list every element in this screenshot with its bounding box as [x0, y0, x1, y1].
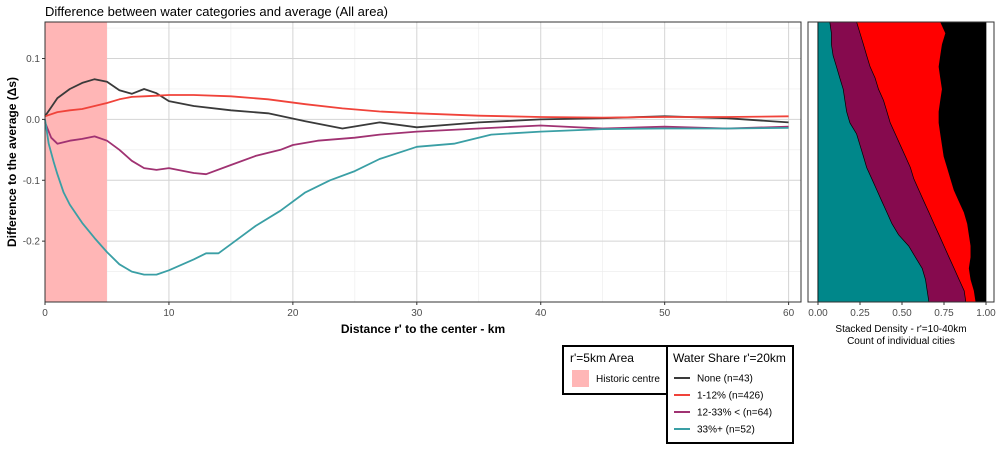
- x-tick-label: 0: [42, 308, 48, 319]
- series-line-1: [44, 94, 789, 119]
- chart-title: Difference between water categories and …: [45, 4, 388, 19]
- density-plot-border: [807, 21, 995, 303]
- series-line-2: [44, 122, 789, 176]
- legend-area-title: r'=5km Area: [570, 351, 634, 365]
- x-tick-label: 10: [163, 308, 175, 319]
- main-lines: [44, 78, 789, 276]
- historic-centre-band: [45, 22, 107, 302]
- legend-water-label-3: 33%+ (n=52): [697, 425, 755, 436]
- x-axis-title: Distance r' to the center - km: [341, 322, 505, 336]
- density-x-tick-label: 0.75: [934, 308, 954, 319]
- density-x-tick-label: 0.50: [892, 308, 912, 319]
- x-tick-label: 20: [287, 308, 299, 319]
- main-ticks: 0 10 20 30 40 50 60 0.1 0.0 -0.1 -0.2: [23, 54, 795, 319]
- series-line-0: [44, 78, 789, 130]
- legend-water-label-2: 12-33% < (n=64): [697, 408, 772, 419]
- legend-area: r'=5km Area Historic centre: [562, 345, 668, 395]
- y-tick-label: 0.1: [26, 54, 40, 65]
- density-area-0: [817, 21, 930, 303]
- density-ticks: 0.00 0.25 0.50 0.75 1.00: [808, 302, 996, 319]
- x-tick-label: 30: [411, 308, 423, 319]
- legend-water-label-1: 1-12% (n=426): [697, 391, 763, 402]
- density-x-tick-label: 1.00: [976, 308, 996, 319]
- main-plot-border: [44, 21, 802, 303]
- density-x-title-line1: Stacked Density - r'=10-40km: [835, 324, 966, 335]
- y-tick-label: 0.0: [26, 115, 40, 126]
- legend-water-title: Water Share r'=20km: [673, 351, 786, 365]
- y-axis-title: Difference to the average (Δs): [5, 77, 19, 247]
- series-line-3: [44, 119, 789, 276]
- density-areas: [817, 21, 987, 303]
- density-x-title-line2: Count of individual cities: [847, 336, 955, 347]
- legend-water: Water Share r'=20km None (n=43) 1-12% (n=…: [666, 345, 794, 444]
- x-tick-label: 50: [659, 308, 671, 319]
- x-tick-label: 60: [783, 308, 795, 319]
- y-tick-label: -0.2: [23, 237, 41, 248]
- legend-water-label-0: None (n=43): [697, 374, 753, 385]
- main-plot-panel: [44, 21, 802, 303]
- density-x-tick-label: 0.00: [808, 308, 828, 319]
- y-tick-label: -0.1: [23, 176, 41, 187]
- legend-area-swatch: [572, 370, 589, 387]
- legend-area-label: Historic centre: [596, 374, 660, 385]
- x-tick-label: 40: [535, 308, 547, 319]
- density-x-tick-label: 0.25: [850, 308, 870, 319]
